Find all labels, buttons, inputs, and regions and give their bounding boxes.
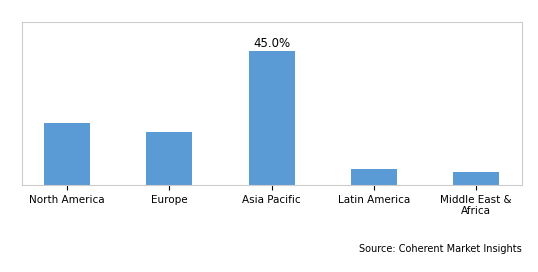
Bar (249, 51, 295, 185)
Text: 45.0%: 45.0% (253, 37, 291, 50)
Text: Source: Coherent Market Insights: Source: Coherent Market Insights (359, 243, 522, 254)
Bar (44, 123, 90, 185)
Bar (146, 132, 193, 185)
Bar (453, 172, 499, 185)
Bar (351, 169, 397, 185)
